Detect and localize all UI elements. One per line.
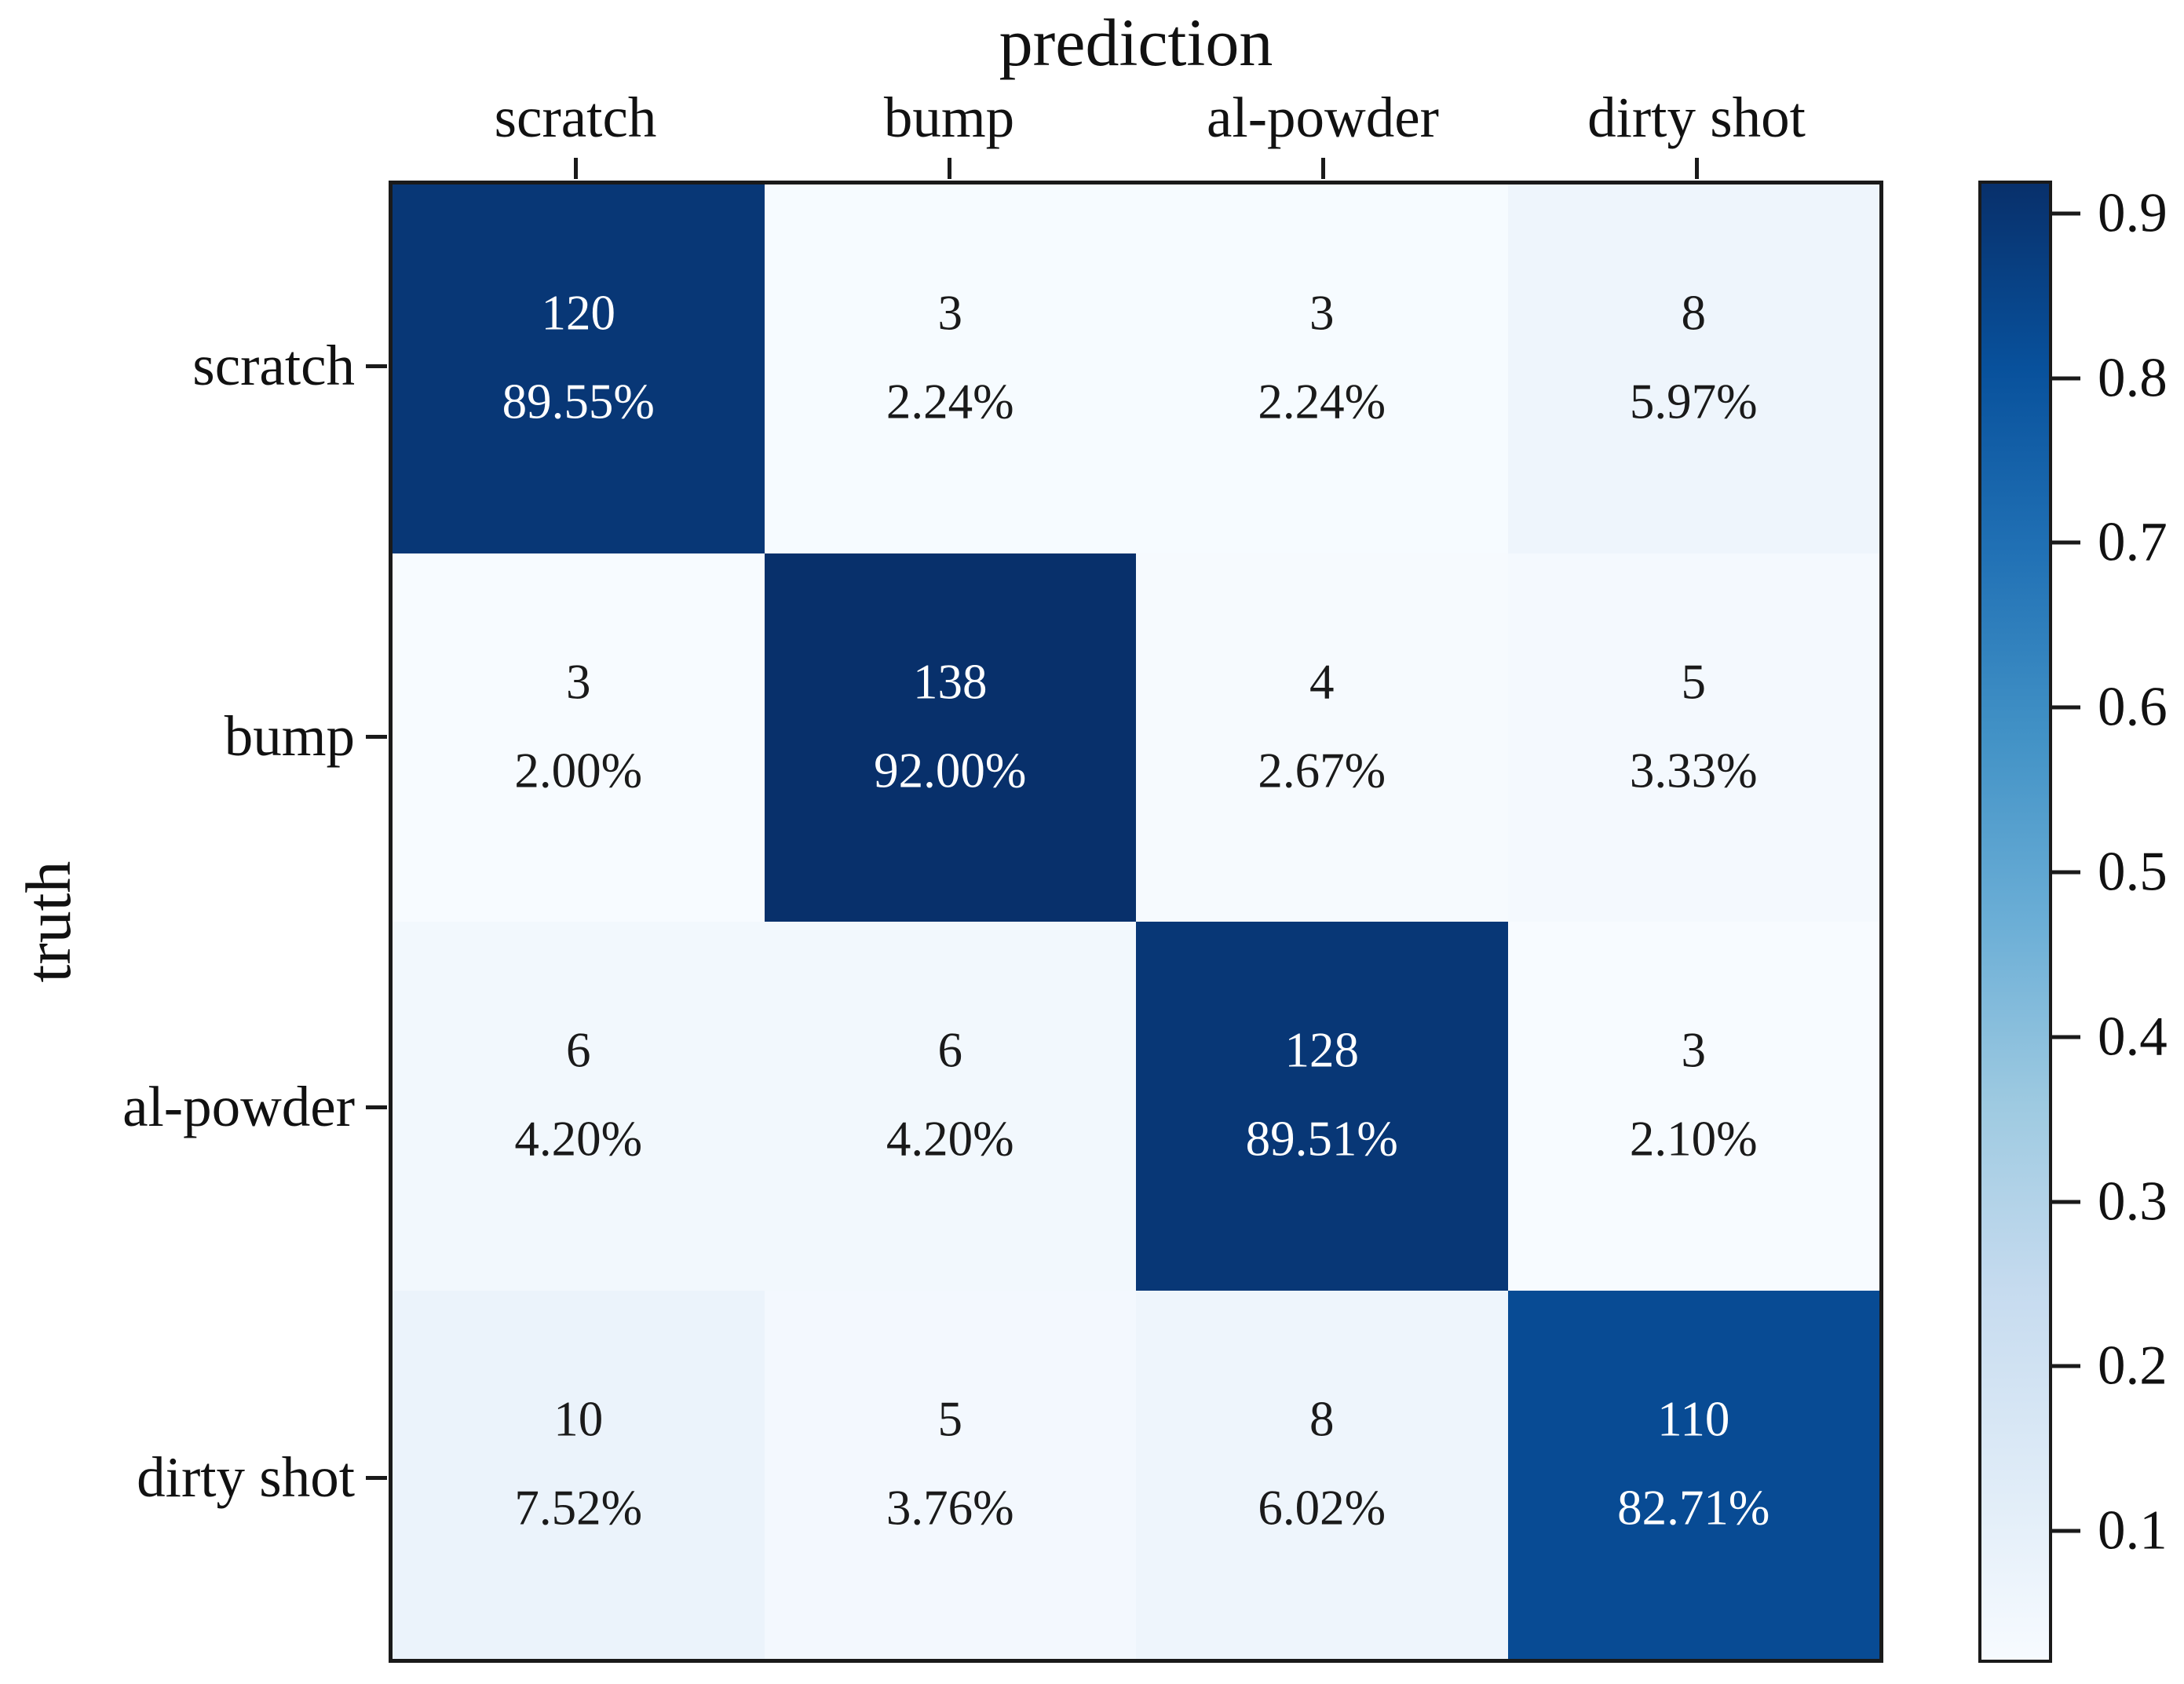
cell-percent: 89.51%: [1245, 1111, 1398, 1167]
colorbar-tick-mark: [2052, 376, 2080, 381]
colorbar-tick-label: 0.2: [2098, 1335, 2168, 1397]
cell-percent: 2.67%: [1258, 743, 1386, 798]
colorbar-tick: 0.4: [2052, 1009, 2168, 1065]
cell-count: 3: [566, 654, 591, 710]
cell-percent: 89.55%: [502, 374, 655, 429]
col-label-bump: bump: [883, 86, 1015, 149]
colorbar-tick-mark: [2052, 1364, 2080, 1368]
cell-percent: 2.00%: [514, 743, 643, 798]
matrix-cell-al-powder-scratch: 6 4.20%: [393, 922, 765, 1291]
matrix-cell-dirty-shot-bump: 5 3.76%: [764, 1290, 1136, 1659]
cell-count: 10: [553, 1391, 604, 1447]
matrix-cell-scratch-al-powder: 3 2.24%: [1136, 184, 1508, 553]
matrix-cell-bump-scratch: 3 2.00%: [393, 553, 765, 922]
cell-percent: 3.33%: [1629, 743, 1758, 798]
y-tick-mark: [366, 735, 387, 739]
colorbar-axis: 0.9 0.8 0.7 0.6 0.5 0.4 0.3 0.2: [1978, 181, 2168, 1663]
row-label-scratch: scratch: [192, 334, 355, 397]
y-tick-mark: [366, 364, 387, 368]
row-label-dirty-shot: dirty shot: [137, 1445, 355, 1509]
colorbar-tick: 0.2: [2052, 1335, 2168, 1397]
colorbar-tick-label: 0.3: [2098, 1171, 2168, 1233]
colorbar-tick-mark: [2052, 705, 2080, 710]
matrix-cell-scratch-scratch: 120 89.55%: [393, 184, 765, 553]
x-axis-title: prediction: [999, 5, 1273, 80]
matrix-cell-bump-al-powder: 4 2.67%: [1136, 553, 1508, 922]
colorbar-tick: 0.3: [2052, 1174, 2168, 1229]
colorbar-tick-label: 0.8: [2098, 347, 2168, 409]
colorbar-tick-label: 0.9: [2098, 182, 2168, 244]
cell-count: 3: [1309, 285, 1335, 341]
cell-count: 5: [937, 1391, 963, 1447]
colorbar-tick-label: 0.6: [2098, 676, 2168, 738]
matrix-cell-dirty-shot-scratch: 10 7.52%: [393, 1290, 765, 1659]
cell-count: 3: [937, 285, 963, 341]
cell-percent: 2.24%: [1258, 374, 1386, 429]
colorbar-tick: 0.9: [2052, 185, 2168, 241]
x-tick-mark: [1695, 158, 1699, 179]
cell-percent: 4.20%: [886, 1111, 1014, 1167]
col-label-scratch: scratch: [494, 86, 657, 149]
colorbar-tick-label: 0.4: [2098, 1006, 2168, 1068]
colorbar-tick-mark: [2052, 211, 2080, 216]
matrix-cell-dirty-shot-dirty-shot: 110 82.71%: [1507, 1290, 1879, 1659]
row-label-al-powder: al-powder: [122, 1075, 355, 1138]
matrix-cell-bump-bump: 138 92.00%: [764, 553, 1136, 922]
x-tick-mark: [948, 158, 951, 179]
matrix-cell-al-powder-dirty-shot: 3 2.10%: [1507, 922, 1879, 1291]
colorbar-tick-mark: [2052, 870, 2080, 875]
matrix-cell-dirty-shot-al-powder: 8 6.02%: [1136, 1290, 1508, 1659]
colorbar-tick-label: 0.1: [2098, 1500, 2168, 1562]
cell-count: 8: [1681, 285, 1707, 341]
colorbar-tick-label: 0.5: [2098, 841, 2168, 903]
matrix-cell-scratch-dirty-shot: 8 5.97%: [1507, 184, 1879, 553]
cell-percent: 2.24%: [886, 374, 1014, 429]
x-tick-mark: [1321, 158, 1325, 179]
cell-count: 4: [1309, 654, 1335, 710]
matrix-cell-scratch-bump: 3 2.24%: [764, 184, 1136, 553]
cell-count: 6: [937, 1022, 963, 1078]
colorbar-tick: 0.8: [2052, 350, 2168, 406]
colorbar-tick: 0.7: [2052, 511, 2168, 573]
cell-percent: 7.52%: [514, 1480, 643, 1535]
cell-count: 128: [1284, 1022, 1360, 1078]
cell-count: 110: [1657, 1391, 1730, 1447]
cell-percent: 4.20%: [514, 1111, 643, 1167]
colorbar-tick-mark: [2052, 540, 2080, 545]
col-label-al-powder: al-powder: [1207, 86, 1439, 149]
cell-count: 6: [566, 1022, 591, 1078]
cell-count: 3: [1681, 1022, 1707, 1078]
colorbar: [1978, 181, 2052, 1663]
cell-count: 5: [1681, 654, 1707, 710]
colorbar-tick-mark: [2052, 1200, 2080, 1204]
confusion-matrix-grid: 120 89.55% 3 2.24% 3 2.24% 8 5.97% 3 2.0…: [389, 181, 1883, 1663]
cell-percent: 92.00%: [874, 743, 1027, 798]
cell-percent: 6.02%: [1258, 1480, 1386, 1535]
colorbar-tick: 0.5: [2052, 841, 2168, 903]
colorbar-tick-label: 0.7: [2098, 511, 2168, 573]
matrix-cell-bump-dirty-shot: 5 3.33%: [1507, 553, 1879, 922]
cell-count: 8: [1309, 1391, 1335, 1447]
colorbar-tick: 0.1: [2052, 1503, 2168, 1559]
matrix-cell-al-powder-al-powder: 128 89.51%: [1136, 922, 1508, 1291]
col-label-dirty-shot: dirty shot: [1587, 86, 1806, 149]
colorbar-tick-mark: [2052, 1035, 2080, 1039]
colorbar-tick: 0.6: [2052, 676, 2168, 738]
cell-percent: 3.76%: [886, 1480, 1014, 1535]
x-tick-mark: [574, 158, 578, 179]
y-axis-title: truth: [13, 860, 84, 983]
cell-count: 120: [541, 285, 616, 341]
row-label-bump: bump: [224, 704, 355, 768]
cell-percent: 2.10%: [1629, 1111, 1758, 1167]
cell-percent: 82.71%: [1617, 1480, 1770, 1535]
cell-percent: 5.97%: [1629, 374, 1758, 429]
y-tick-mark: [366, 1105, 387, 1109]
y-tick-mark: [366, 1476, 387, 1480]
matrix-cell-al-powder-bump: 6 4.20%: [764, 922, 1136, 1291]
cell-count: 138: [913, 654, 988, 710]
colorbar-tick-mark: [2052, 1529, 2080, 1533]
